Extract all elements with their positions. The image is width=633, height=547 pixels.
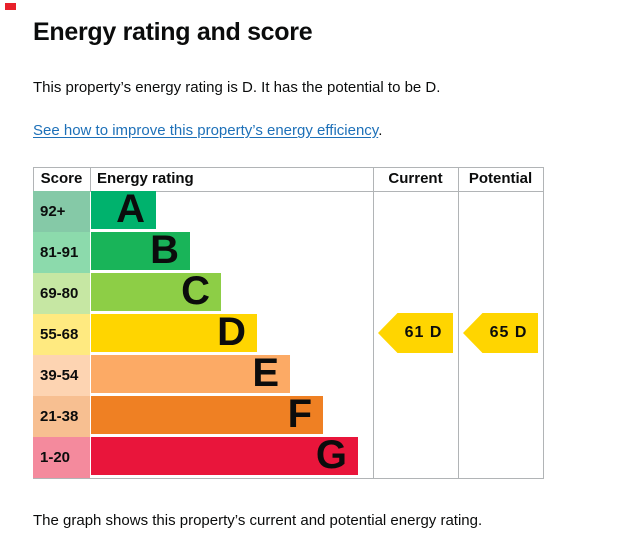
score-range-c: 69-80 [33, 273, 90, 314]
improve-efficiency-link[interactable]: See how to improve this property’s energ… [33, 122, 379, 139]
energy-rating-chart: Score Energy rating Current Potential 92… [33, 167, 544, 479]
column-header-energy-rating: Energy rating [97, 170, 194, 187]
column-header-potential: Potential [468, 170, 533, 187]
rating-band-a: A [91, 187, 156, 231]
band-letter-a: A [116, 187, 145, 231]
band-letter-g: G [315, 433, 347, 477]
column-header-score: Score [40, 170, 83, 187]
band-letter-f: F [287, 392, 312, 436]
column-header-current: Current [388, 170, 443, 187]
table-left-border [33, 167, 34, 191]
table-right-border [543, 167, 544, 478]
page-title: Energy rating and score [33, 18, 313, 46]
link-suffix: . [378, 122, 383, 139]
band-letter-e: E [252, 351, 279, 395]
header-bottom-border [33, 191, 544, 192]
potential-column-divider [458, 167, 459, 478]
rating-band-f: F [91, 392, 323, 436]
intro-text: This property’s energy rating is D. It h… [33, 79, 441, 96]
score-range-a: 92+ [33, 191, 90, 232]
current-column-divider [373, 167, 374, 478]
red-marker-icon [5, 3, 16, 10]
band-letter-c: C [181, 269, 210, 313]
chart-caption: The graph shows this property’s current … [33, 512, 483, 529]
improve-link-line: See how to improve this property’s energ… [33, 121, 382, 141]
table-top-border [33, 167, 544, 168]
rating-band-e: E [91, 351, 290, 395]
table-bottom-border [33, 478, 544, 479]
rating-band-b: B [91, 228, 190, 272]
rating-band-c: C [91, 269, 221, 313]
score-column-divider [90, 167, 91, 191]
band-letter-d: D [217, 310, 246, 354]
rating-band-g: G [91, 433, 358, 477]
score-range-b: 81-91 [33, 232, 90, 273]
score-range-f: 21-38 [33, 396, 90, 437]
score-range-e: 39-54 [33, 355, 90, 396]
score-range-g: 1-20 [33, 437, 90, 478]
band-letter-b: B [150, 228, 179, 272]
rating-band-d: D [91, 310, 257, 354]
score-range-d: 55-68 [33, 314, 90, 355]
band-rows: 92+ A 81-91 B 69-80 C 55-68 D 39-54 E 21-38 F 1-20 G [33, 187, 544, 478]
